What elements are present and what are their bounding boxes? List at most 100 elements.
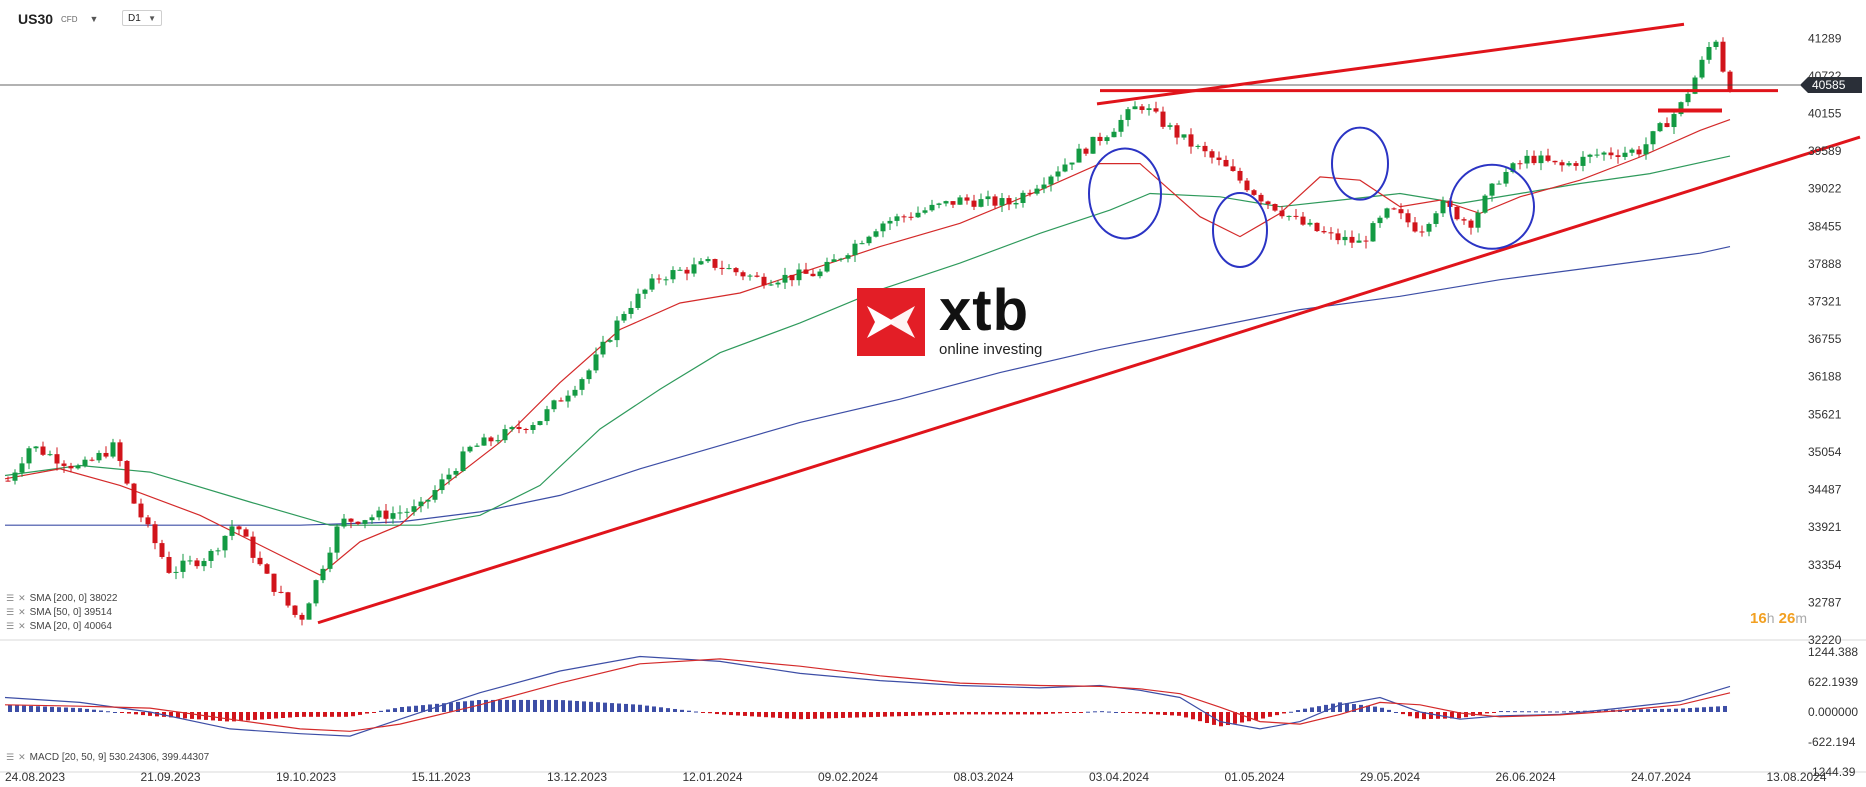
legend-sma50[interactable]: ☰ ✕ SMA [50, 0] 39514	[6, 607, 112, 618]
legend-sma20[interactable]: ☰ ✕ SMA [20, 0] 40064	[6, 621, 112, 632]
macd-histogram-bar	[750, 712, 754, 717]
candle	[47, 450, 53, 457]
candle	[68, 462, 74, 473]
symbol-selector[interactable]: US30 CFD ▼	[18, 8, 98, 30]
candle-body	[1517, 163, 1523, 165]
macd-histogram-bar	[155, 712, 159, 717]
candle	[677, 266, 683, 271]
macd-histogram-bar	[274, 712, 278, 719]
candle-body	[838, 258, 844, 260]
price-tick-label: 33354	[1808, 558, 1842, 572]
candle-body	[1062, 164, 1068, 172]
candle-body	[299, 614, 305, 620]
candle-body	[1706, 46, 1712, 60]
candle	[747, 274, 753, 281]
candle	[1314, 222, 1320, 232]
candle-body	[257, 557, 263, 565]
macd-histogram-bar	[1555, 711, 1559, 713]
candle	[1615, 149, 1621, 164]
candle-body	[453, 470, 459, 475]
close-icon[interactable]: ✕	[18, 621, 26, 631]
chevron-down-icon[interactable]: ▼	[89, 14, 99, 24]
candle	[1293, 208, 1299, 220]
candle-body	[1440, 200, 1446, 214]
macd-histogram-bar	[477, 700, 481, 712]
candle-body	[1671, 114, 1677, 128]
candle-body	[929, 204, 935, 211]
candle	[1482, 194, 1488, 214]
macd-histogram-bar	[127, 712, 131, 714]
candle	[1279, 206, 1285, 219]
candle	[439, 473, 445, 494]
macd-histogram-bar	[561, 700, 565, 712]
macd-histogram-bar	[890, 712, 894, 717]
candle-body	[47, 454, 53, 456]
macd-histogram-bar	[1422, 712, 1426, 720]
candle	[292, 605, 298, 618]
candle-body	[1356, 240, 1362, 243]
macd-histogram-bar	[1527, 711, 1531, 713]
chevron-down-icon: ▼	[148, 13, 156, 23]
candle	[663, 276, 669, 286]
candle-body	[1237, 170, 1243, 181]
candle-body	[985, 196, 991, 200]
candle	[964, 194, 970, 205]
candle	[1076, 143, 1082, 163]
legend-macd[interactable]: ☰ ✕ MACD [20, 50, 9] 530.24306, 399.4430…	[6, 752, 209, 763]
legend-sma200[interactable]: ☰ ✕ SMA [200, 0] 38022	[6, 593, 117, 604]
list-icon[interactable]: ☰	[6, 593, 15, 603]
candle	[635, 288, 641, 310]
list-icon[interactable]: ☰	[6, 621, 15, 631]
close-icon[interactable]: ✕	[18, 607, 26, 617]
list-icon[interactable]: ☰	[6, 752, 15, 762]
candle	[1559, 159, 1565, 172]
macd-histogram-bar	[498, 699, 502, 712]
macd-histogram-bar	[1702, 707, 1706, 712]
candle	[1321, 226, 1327, 234]
macd-histogram-bar	[687, 710, 691, 712]
legend-sma20-label: SMA [20, 0] 40064	[29, 621, 112, 632]
macd-histogram-bar	[736, 712, 740, 716]
list-icon[interactable]: ☰	[6, 607, 15, 617]
macd-histogram-bar	[1415, 712, 1419, 719]
close-icon[interactable]: ✕	[18, 752, 26, 762]
close-icon[interactable]: ✕	[18, 593, 26, 603]
macd-histogram-bar	[981, 712, 985, 715]
macd-histogram-bar	[659, 707, 663, 712]
candle	[1265, 200, 1271, 210]
candle	[607, 338, 613, 343]
macd-histogram-bar	[505, 699, 509, 712]
candle	[1118, 114, 1124, 137]
candle-body	[712, 259, 718, 268]
candle	[775, 280, 781, 288]
macd-histogram-bar	[1016, 712, 1020, 715]
candle-body	[1468, 220, 1474, 228]
macd-histogram-bar	[554, 699, 558, 712]
candle-body	[887, 220, 893, 224]
candle	[768, 279, 774, 286]
candle	[936, 202, 942, 209]
candle-body	[1069, 162, 1075, 165]
candle-body	[1398, 209, 1404, 214]
candle-body	[1384, 208, 1390, 218]
candle-body	[1412, 222, 1418, 232]
macd-histogram-bar	[806, 712, 810, 719]
macd-histogram-bar	[1317, 706, 1321, 712]
candle-body	[635, 293, 641, 308]
candle-body	[264, 564, 270, 574]
candle	[1202, 141, 1208, 158]
candle-body	[915, 212, 921, 218]
candle-body	[348, 518, 354, 522]
timeframe-select[interactable]: D1 ▼	[122, 10, 162, 26]
date-tick-label: 09.02.2024	[818, 770, 878, 784]
candle	[89, 457, 95, 462]
price-tick-label: 36188	[1808, 370, 1842, 384]
macd-histogram-bar	[1716, 706, 1720, 712]
macd-histogram-bar	[799, 712, 803, 720]
candle-body	[33, 446, 39, 449]
macd-histogram-bar	[1485, 712, 1489, 714]
price-tick-label: 32787	[1808, 595, 1842, 609]
macd-histogram-bar	[85, 708, 89, 712]
date-tick-label: 15.11.2023	[412, 770, 471, 784]
